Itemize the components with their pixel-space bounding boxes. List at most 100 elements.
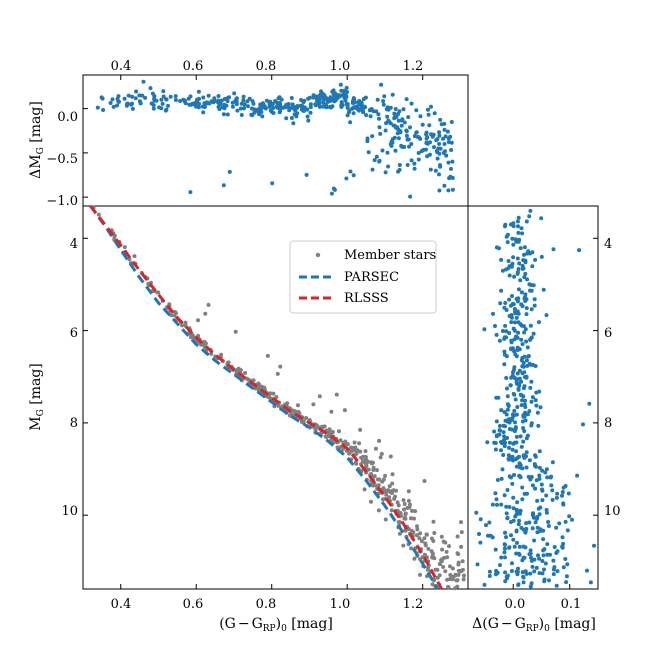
residual-color-point [525, 491, 529, 496]
residual-color-point [540, 559, 545, 563]
residual-mag-point [426, 112, 431, 117]
residual-color-point [522, 402, 527, 407]
residual-color-point [509, 264, 514, 269]
residual-color-point [507, 417, 512, 422]
member-star-point [180, 323, 185, 328]
residual-mag-point [313, 94, 318, 99]
residual-mag-point [225, 112, 230, 117]
residual-mag-point [433, 168, 438, 173]
residual-mag-point [196, 89, 201, 94]
bottom-x-tick-labels: 0.4 0.6 0.8 1.0 1.2 [111, 597, 424, 612]
residual-color-point [502, 550, 507, 555]
residual-mag-point [381, 99, 386, 104]
residual-color-point [545, 475, 550, 480]
residual-color-point [523, 545, 528, 550]
member-star-point [334, 392, 339, 397]
residual-mag-point [345, 113, 350, 118]
residual-mag-point [364, 113, 369, 118]
top-y-axis-label: ΔMG [mag] [28, 101, 46, 179]
legend-parsec-label: PARSEC [344, 270, 399, 285]
residual-color-point [500, 268, 505, 273]
residual-mag-point [161, 94, 166, 99]
residual-color-point [513, 237, 518, 242]
residual-color-point [537, 473, 542, 478]
residual-color-point [519, 444, 524, 449]
residual-mag-point [424, 136, 429, 141]
residual-color-point [530, 483, 535, 488]
member-star-point [447, 544, 451, 549]
residual-mag-point [329, 191, 334, 196]
member-star-point [417, 536, 422, 541]
residual-color-point [505, 407, 510, 412]
residual-color-point [561, 485, 566, 490]
member-star-point [438, 562, 443, 566]
residual-color-point [508, 383, 513, 388]
residual-mag-point [130, 94, 135, 99]
residual-mag-point [188, 94, 193, 99]
residual-mag-point [270, 181, 275, 186]
residual-color-point [487, 569, 492, 574]
member-star-point [378, 455, 383, 460]
residual-color-point [522, 429, 527, 434]
member-star-point [376, 508, 381, 513]
residual-color-point [520, 364, 525, 369]
residual-mag-point [187, 102, 192, 107]
member-star-point [206, 302, 211, 307]
residual-color-point [514, 464, 519, 469]
residual-color-point [532, 297, 537, 302]
residual-mag-point [412, 134, 417, 139]
member-star-point [96, 212, 101, 217]
member-star-point [311, 402, 316, 407]
residual-color-point [505, 394, 510, 399]
residual-color-point [513, 420, 517, 425]
residual-mag-point [397, 167, 402, 172]
residual-color-point [555, 491, 560, 496]
member-star-point [366, 467, 371, 472]
residual-mag-point [426, 107, 430, 112]
residual-color-point [496, 395, 501, 400]
residual-color-point [550, 488, 555, 493]
member-star-point [397, 531, 402, 536]
residual-mag-point [401, 107, 406, 112]
residual-color-point [525, 412, 530, 417]
member-star-point [450, 577, 455, 582]
residual-mag-point [412, 166, 417, 171]
residual-mag-point [151, 106, 156, 111]
residual-mag-point [308, 102, 313, 107]
residual-mag-point [328, 98, 333, 103]
residual-mag-point [190, 101, 195, 106]
residual-mag-point [115, 103, 120, 108]
residual-color-point [551, 567, 556, 572]
top-x-tick-labels: 0.4 0.6 0.8 1.0 1.2 [111, 59, 424, 74]
residual-color-point [515, 509, 520, 514]
residual-color-point [498, 428, 502, 433]
residual-mag-point [405, 163, 410, 167]
member-star-point [275, 371, 280, 376]
residual-mag-point [445, 129, 450, 134]
residual-mag-point [441, 136, 446, 141]
residual-mag-point [392, 111, 397, 116]
residual-mag-point [386, 164, 391, 169]
residual-mag-point [383, 170, 388, 175]
residual-mag-point [365, 139, 370, 144]
residual-mag-point [292, 106, 297, 110]
residual-mag-point [437, 141, 442, 146]
residual-mag-point [393, 107, 398, 111]
residual-mag-point [201, 95, 206, 100]
residual-mag-point [397, 163, 402, 167]
residual-mag-point [232, 91, 237, 96]
residual-color-point [498, 563, 502, 568]
residual-color-point [515, 569, 520, 574]
residual-color-point [502, 349, 507, 354]
residual-color-point [529, 307, 534, 312]
residual-mag-point [157, 105, 162, 110]
residual-color-point [524, 375, 529, 380]
residual-color-point [516, 551, 521, 556]
residual-mag-point [408, 125, 412, 130]
member-star-point [376, 483, 381, 488]
top-x-tick-1.2: 1.2 [403, 59, 424, 74]
residual-color-point [511, 391, 516, 396]
bottom-x-tick-0.4: 0.4 [111, 597, 132, 612]
residual-mag-point [163, 108, 168, 113]
member-star-point [403, 516, 408, 521]
